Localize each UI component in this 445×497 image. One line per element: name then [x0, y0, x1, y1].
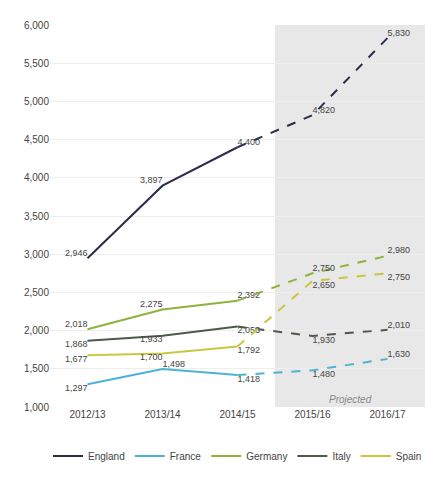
svg-text:4,000: 4,000	[24, 172, 49, 183]
svg-text:1,677: 1,677	[65, 354, 88, 364]
svg-text:2,650: 2,650	[313, 280, 336, 290]
svg-text:4,820: 4,820	[313, 105, 336, 115]
svg-text:4,500: 4,500	[24, 134, 49, 145]
svg-text:1,500: 1,500	[24, 363, 49, 374]
svg-text:Spain: Spain	[396, 451, 422, 462]
svg-text:Italy: Italy	[332, 451, 350, 462]
svg-text:2,946: 2,946	[65, 248, 88, 258]
svg-text:2014/15: 2014/15	[219, 409, 256, 420]
svg-text:2,750: 2,750	[313, 263, 336, 273]
svg-text:5,830: 5,830	[388, 28, 411, 38]
svg-text:1,868: 1,868	[65, 339, 88, 349]
svg-text:2,750: 2,750	[388, 272, 411, 282]
svg-text:2012/13: 2012/13	[69, 409, 106, 420]
svg-text:4,400: 4,400	[238, 137, 261, 147]
svg-text:England: England	[88, 451, 125, 462]
svg-text:3,000: 3,000	[24, 249, 49, 260]
svg-text:2,000: 2,000	[24, 325, 49, 336]
svg-text:1,792: 1,792	[238, 345, 261, 355]
svg-text:Germany: Germany	[246, 451, 287, 462]
svg-text:1,498: 1,498	[163, 359, 186, 369]
svg-text:1,933: 1,933	[140, 334, 163, 344]
svg-text:1,700: 1,700	[140, 352, 163, 362]
svg-text:1,000: 1,000	[24, 402, 49, 413]
svg-text:5,500: 5,500	[24, 58, 49, 69]
svg-text:2013/14: 2013/14	[144, 409, 181, 420]
svg-text:2016/17: 2016/17	[369, 409, 406, 420]
svg-text:1,480: 1,480	[313, 369, 336, 379]
svg-text:2,010: 2,010	[388, 320, 411, 330]
svg-text:3,500: 3,500	[24, 211, 49, 222]
svg-text:2,018: 2,018	[65, 319, 88, 329]
svg-text:2,392: 2,392	[238, 290, 261, 300]
svg-text:Projected: Projected	[329, 394, 372, 405]
svg-text:5,000: 5,000	[24, 96, 49, 107]
svg-text:1,418: 1,418	[238, 374, 261, 384]
svg-text:2,980: 2,980	[388, 245, 411, 255]
svg-text:1,630: 1,630	[388, 349, 411, 359]
svg-text:2,275: 2,275	[140, 299, 163, 309]
svg-text:1,297: 1,297	[65, 383, 88, 393]
svg-text:France: France	[170, 451, 202, 462]
svg-text:2,500: 2,500	[24, 287, 49, 298]
svg-text:2,053: 2,053	[238, 325, 261, 335]
svg-text:6,000: 6,000	[24, 20, 49, 31]
svg-text:1,930: 1,930	[313, 335, 336, 345]
svg-text:3,897: 3,897	[140, 175, 163, 185]
svg-text:2015/16: 2015/16	[294, 409, 331, 420]
